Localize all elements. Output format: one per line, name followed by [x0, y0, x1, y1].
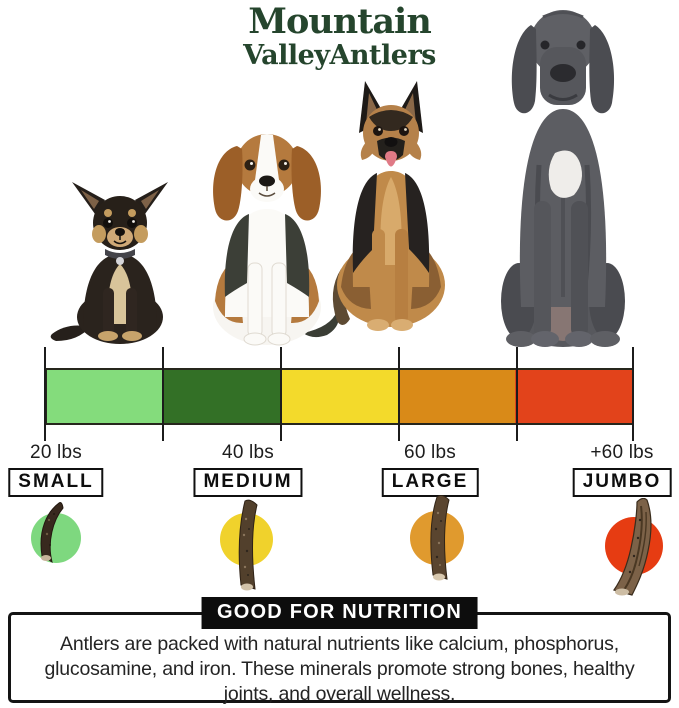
- scale-segment-medium: [164, 370, 281, 423]
- weight-label: 20 lbs: [30, 442, 82, 463]
- nutrition-heading-banner: GOOD FOR NUTRITION: [201, 597, 478, 629]
- scale-segment-large: [281, 370, 398, 423]
- nutrition-info-box: Antlers are packed with natural nutrient…: [8, 612, 671, 705]
- weight-scale-bar: [45, 368, 634, 425]
- nutrition-body-text: Antlers are packed with natural nutrient…: [44, 633, 635, 705]
- size-badge: SMALL: [8, 468, 104, 497]
- weight-label: 60 lbs: [404, 442, 456, 463]
- weight-label: +60 lbs: [590, 442, 654, 463]
- brand-name-line1: Mountain: [248, 1, 432, 42]
- label-group-jumbo: +60 lbs JUMBO: [572, 442, 672, 497]
- dog-german-shepherd-illustration: [332, 81, 445, 331]
- antler-icon-jumbo: [613, 498, 652, 596]
- dog-beagle-illustration: [213, 134, 339, 346]
- dog-great-dane-illustration: [501, 10, 625, 347]
- label-group-large: 60 lbs LARGE: [381, 442, 479, 497]
- scale-segment-xlarge: [398, 370, 515, 423]
- brand-logo: Mountain ValleyAntlers: [0, 4, 679, 69]
- scale-tick: [162, 347, 164, 441]
- weight-label: 40 lbs: [222, 442, 274, 463]
- scale-tick: [398, 347, 400, 441]
- antler-icon-small: [40, 502, 64, 564]
- size-badge: JUMBO: [572, 468, 672, 497]
- label-group-medium: 40 lbs MEDIUM: [193, 442, 303, 497]
- antler-circle-small: [31, 513, 81, 563]
- label-group-small: 20 lbs SMALL: [8, 442, 104, 497]
- scale-segment-jumbo: [515, 370, 632, 423]
- antler-icon-medium: [238, 499, 258, 591]
- size-badge: MEDIUM: [193, 468, 303, 497]
- brand-name-line2: ValleyAntlers: [243, 40, 436, 71]
- dog-chihuahua-illustration: [50, 182, 168, 344]
- size-badge: LARGE: [381, 468, 479, 497]
- scale-segment-small: [47, 370, 164, 423]
- antler-icon-large: [430, 495, 450, 581]
- scale-tick: [280, 347, 282, 441]
- scale-tick: [516, 347, 518, 441]
- scale-tick: [44, 347, 46, 441]
- scale-tick: [632, 347, 634, 441]
